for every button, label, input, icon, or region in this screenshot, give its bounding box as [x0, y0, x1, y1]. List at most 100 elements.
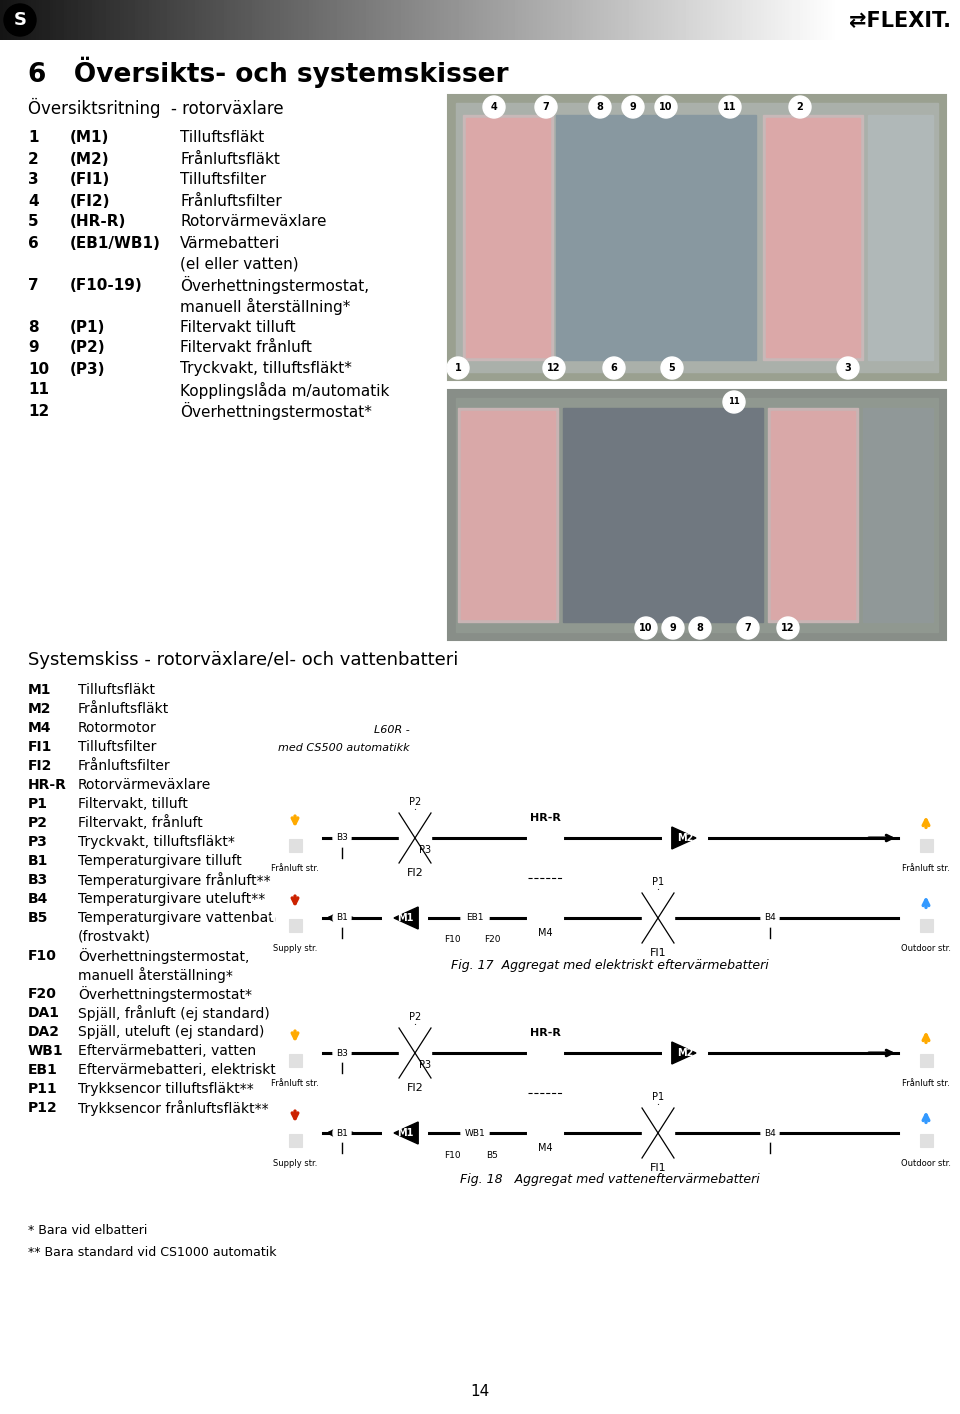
- Text: (FI2): (FI2): [70, 194, 110, 208]
- Polygon shape: [394, 1121, 419, 1144]
- Text: B3: B3: [336, 833, 348, 843]
- Circle shape: [461, 1118, 489, 1147]
- Circle shape: [383, 1111, 427, 1155]
- Text: HR-R: HR-R: [28, 778, 67, 792]
- Text: (HR-R): (HR-R): [70, 215, 127, 229]
- Text: 10: 10: [660, 102, 673, 112]
- Circle shape: [761, 909, 779, 928]
- Text: 2: 2: [28, 151, 38, 167]
- Circle shape: [761, 1124, 779, 1143]
- Bar: [289, 840, 301, 853]
- Text: Frånluftsfilter: Frånluftsfilter: [180, 194, 281, 208]
- Text: 11: 11: [28, 383, 49, 397]
- Bar: [906, 905, 946, 933]
- Text: Frånluft str.: Frånluft str.: [271, 1079, 319, 1087]
- Circle shape: [635, 617, 657, 639]
- Circle shape: [655, 96, 677, 117]
- Text: 12: 12: [28, 403, 49, 419]
- Text: 9: 9: [28, 341, 38, 355]
- Bar: [410, 843, 480, 940]
- Text: Supply str.: Supply str.: [273, 1159, 317, 1168]
- Bar: [456, 397, 938, 632]
- Text: M2: M2: [28, 701, 52, 715]
- Circle shape: [661, 356, 683, 379]
- Circle shape: [439, 1143, 465, 1168]
- Bar: [840, 0, 960, 40]
- Text: Överhettningstermostat,: Överhettningstermostat,: [180, 276, 370, 294]
- Text: Temperaturgivare vattenbatteri: Temperaturgivare vattenbatteri: [78, 911, 298, 925]
- Text: P11: P11: [28, 1082, 58, 1096]
- Text: 6: 6: [28, 236, 38, 250]
- Bar: [289, 1134, 301, 1147]
- Polygon shape: [394, 906, 419, 929]
- Text: M1: M1: [396, 913, 413, 923]
- Bar: [920, 840, 932, 853]
- Text: 1: 1: [28, 130, 38, 146]
- Bar: [648, 1076, 668, 1090]
- Bar: [906, 1120, 946, 1148]
- Text: WB1: WB1: [28, 1044, 63, 1058]
- Text: (EB1/WB1): (EB1/WB1): [70, 236, 161, 250]
- Text: 7: 7: [542, 102, 549, 112]
- Text: Spjäll, frånluft (ej standard): Spjäll, frånluft (ej standard): [78, 1005, 270, 1021]
- Circle shape: [439, 928, 465, 953]
- Text: 11: 11: [723, 102, 736, 112]
- Text: 3: 3: [28, 173, 38, 188]
- Bar: [289, 919, 301, 932]
- Bar: [466, 117, 550, 356]
- Text: P3: P3: [28, 836, 48, 848]
- Bar: [920, 919, 932, 932]
- Bar: [458, 409, 558, 622]
- Text: 12: 12: [781, 624, 795, 633]
- Circle shape: [461, 904, 489, 932]
- Text: Rotormotor: Rotormotor: [78, 721, 156, 735]
- Circle shape: [663, 816, 707, 860]
- Bar: [448, 390, 946, 641]
- Bar: [920, 1055, 932, 1068]
- Text: B5: B5: [28, 911, 48, 925]
- Text: manuell återställning*: manuell återställning*: [180, 297, 350, 314]
- Text: B1: B1: [28, 854, 48, 868]
- Text: Supply str.: Supply str.: [273, 945, 317, 953]
- Text: M4: M4: [538, 928, 552, 937]
- Text: Frånluft str.: Frånluft str.: [902, 864, 949, 872]
- Text: Fig. 18   Aggregat med vatteneftervärmebatteri: Fig. 18 Aggregat med vatteneftervärmebat…: [460, 1174, 760, 1186]
- Text: B3: B3: [28, 872, 48, 887]
- Text: P2: P2: [409, 1012, 421, 1022]
- Text: 6   Översikts- och systemskisser: 6 Översikts- och systemskisser: [28, 57, 509, 88]
- Text: Överhettningstermostat,: Överhettningstermostat,: [78, 947, 250, 964]
- Text: F20: F20: [28, 987, 57, 1001]
- Text: Kopplingslåda m/automatik: Kopplingslåda m/automatik: [180, 382, 390, 399]
- Text: Frånluft str.: Frånluft str.: [902, 1079, 949, 1087]
- Text: Trykksencor tilluftsfläkt**: Trykksencor tilluftsfläkt**: [78, 1082, 253, 1096]
- Text: EB1: EB1: [28, 1063, 58, 1077]
- Circle shape: [622, 96, 644, 117]
- Bar: [276, 1120, 315, 1148]
- Text: F20: F20: [484, 936, 500, 945]
- Text: Översiktsritning  - rotorväxlare: Översiktsritning - rotorväxlare: [28, 98, 283, 117]
- Text: B1: B1: [336, 1128, 348, 1137]
- Text: ⇄FLEXIT.: ⇄FLEXIT.: [849, 10, 951, 30]
- Text: Frånluftsfläkt: Frånluftsfläkt: [180, 151, 280, 167]
- Circle shape: [543, 356, 565, 379]
- Text: Frånluft str.: Frånluft str.: [271, 864, 319, 872]
- Text: Outdoor str.: Outdoor str.: [901, 945, 951, 953]
- Text: manuell återställning*: manuell återställning*: [78, 967, 233, 983]
- Text: Tryckvakt, tilluftsfläkt*: Tryckvakt, tilluftsfläkt*: [180, 362, 352, 376]
- Circle shape: [333, 829, 351, 847]
- Bar: [528, 829, 563, 928]
- Text: P1: P1: [28, 797, 48, 812]
- Circle shape: [789, 96, 811, 117]
- Circle shape: [4, 4, 36, 35]
- Text: Spjäll, uteluft (ej standard): Spjäll, uteluft (ej standard): [78, 1025, 264, 1039]
- Circle shape: [662, 617, 684, 639]
- Circle shape: [535, 96, 557, 117]
- Text: FI2: FI2: [407, 1083, 423, 1093]
- Text: Filtervakt frånluft: Filtervakt frånluft: [180, 341, 312, 355]
- Circle shape: [837, 356, 859, 379]
- Text: (P2): (P2): [70, 341, 106, 355]
- Text: Outdoor str.: Outdoor str.: [901, 1159, 951, 1168]
- Polygon shape: [271, 816, 320, 837]
- Text: DA1: DA1: [28, 1005, 60, 1019]
- Text: Tilluftsfilter: Tilluftsfilter: [180, 173, 266, 188]
